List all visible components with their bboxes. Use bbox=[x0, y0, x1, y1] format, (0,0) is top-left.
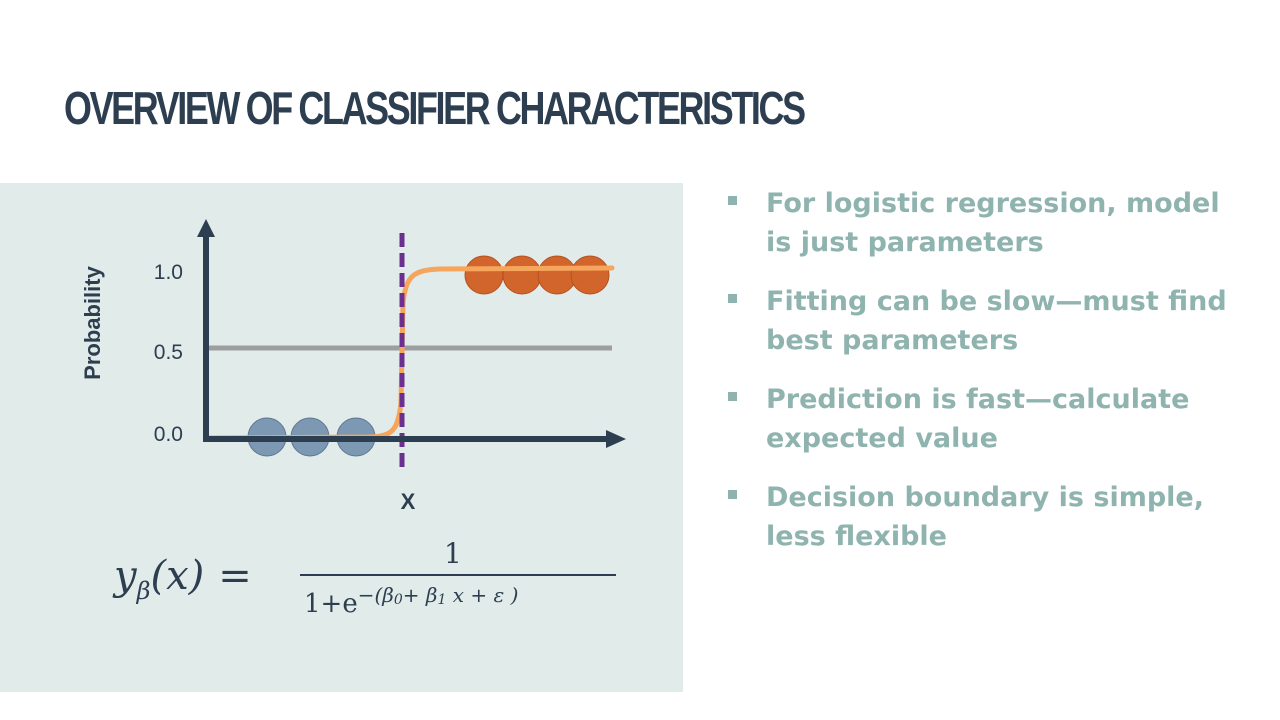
y-tick-label: 1.0 bbox=[154, 261, 183, 284]
formula-numerator: 1 bbox=[444, 537, 462, 570]
fraction-bar bbox=[300, 574, 616, 576]
y-tick-label: 0.5 bbox=[154, 341, 183, 364]
bullet-square-icon bbox=[728, 490, 737, 499]
x-axis-label: X bbox=[401, 489, 416, 514]
formula-denominator: 1+e−(β0+ β1 x + ε ) bbox=[304, 583, 519, 619]
class-1-point bbox=[502, 255, 542, 295]
class-1-point bbox=[464, 255, 504, 295]
bullet-square-icon bbox=[728, 294, 737, 303]
slide-title: OVERVIEW OF CLASSIFIER CHARACTERISTICS bbox=[64, 82, 806, 134]
bullet-item: Fitting can be slow—must find best param… bbox=[724, 282, 1244, 360]
logistic-diagram: 1.0 0.5 0.0 Probability X bbox=[80, 219, 626, 514]
class-1-point bbox=[570, 255, 610, 295]
formula-lhs: yβ(x) = bbox=[114, 553, 252, 605]
y-axis-arrow bbox=[197, 219, 215, 237]
y-tick-label: 0.0 bbox=[154, 423, 183, 446]
diagram-panel: 1.0 0.5 0.0 Probability X yβ(x) = 1 1+e−(… bbox=[0, 183, 683, 692]
class-1-point bbox=[537, 255, 577, 295]
bullet-item: Prediction is fast—calculate expected va… bbox=[724, 380, 1244, 458]
x-axis-arrow bbox=[606, 430, 626, 448]
bullet-square-icon bbox=[728, 196, 737, 205]
y-axis-label: Probability bbox=[80, 265, 105, 379]
bullet-list: For logistic regression, model is just p… bbox=[724, 184, 1244, 576]
logistic-formula: yβ(x) = 1 1+e−(β0+ β1 x + ε ) bbox=[114, 537, 634, 627]
bullet-item: For logistic regression, model is just p… bbox=[724, 184, 1244, 262]
bullet-square-icon bbox=[728, 392, 737, 401]
bullet-item: Decision boundary is simple, less flexib… bbox=[724, 478, 1244, 556]
